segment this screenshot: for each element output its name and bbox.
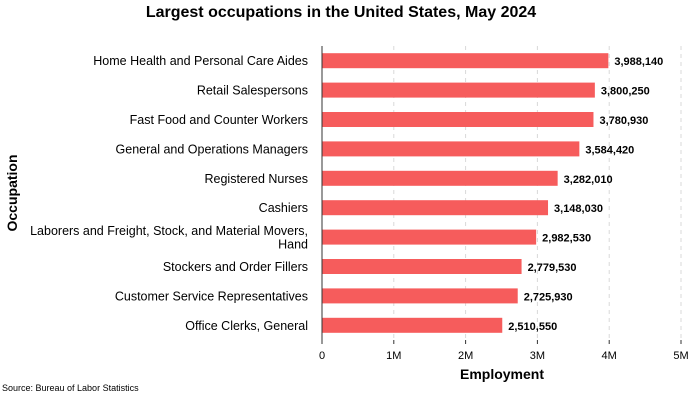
data-label: 3,282,010 — [564, 174, 613, 186]
category-label: General and Operations Managers — [116, 142, 308, 156]
x-tick-label: 1M — [386, 350, 401, 362]
data-label: 3,780,930 — [599, 115, 648, 127]
x-tick-label: 3M — [530, 350, 545, 362]
category-label: Laborers and Freight, Stock, and Materia… — [30, 224, 308, 238]
data-label: 2,725,930 — [524, 291, 573, 303]
x-tick-label: 2M — [458, 350, 473, 362]
value-labels: 3,988,140 3,800,250 3,780,930 3,584,420 3,28… — [508, 56, 663, 333]
bar — [322, 170, 558, 186]
category-label: Retail Salespersons — [197, 84, 308, 98]
category-label: Home Health and Personal Care Aides — [93, 54, 308, 68]
x-axis-ticks: 0 1M 2M 3M 4M 5M — [319, 340, 689, 362]
x-axis-title: Employment — [460, 366, 544, 382]
category-label: Stockers and Order Fillers — [163, 260, 308, 274]
x-tick-label: 5M — [673, 350, 688, 362]
category-label: Hand — [278, 237, 308, 251]
data-label: 3,584,420 — [585, 144, 634, 156]
bar — [322, 141, 580, 157]
bar — [322, 82, 595, 98]
data-label: 3,148,030 — [554, 203, 603, 215]
chart-title: Largest occupations in the United States… — [146, 4, 536, 21]
data-label: 2,982,530 — [542, 233, 591, 245]
data-label: 3,800,250 — [601, 86, 650, 98]
x-tick-label: 4M — [602, 350, 617, 362]
bar — [322, 229, 537, 245]
bar — [322, 259, 522, 274]
category-label: Office Clerks, General — [185, 319, 308, 333]
category-label: Customer Service Representatives — [115, 289, 308, 303]
y-axis-labels: Home Health and Personal Care Aides Retai… — [30, 54, 308, 333]
bar — [322, 288, 518, 304]
data-label: 2,510,550 — [508, 321, 557, 333]
bar — [322, 112, 594, 127]
bar — [322, 53, 609, 69]
category-label: Registered Nurses — [204, 172, 308, 186]
source-note: Source: Bureau of Labor Statistics — [2, 383, 139, 393]
category-label: Fast Food and Counter Workers — [130, 113, 308, 127]
y-axis-title: Occupation — [4, 154, 20, 231]
data-label: 2,779,530 — [528, 262, 577, 274]
bar — [322, 200, 549, 216]
category-label: Cashiers — [259, 201, 308, 215]
bars — [322, 53, 609, 333]
bar — [322, 317, 503, 333]
x-tick-label: 0 — [319, 350, 325, 362]
data-label: 3,988,140 — [614, 56, 663, 68]
